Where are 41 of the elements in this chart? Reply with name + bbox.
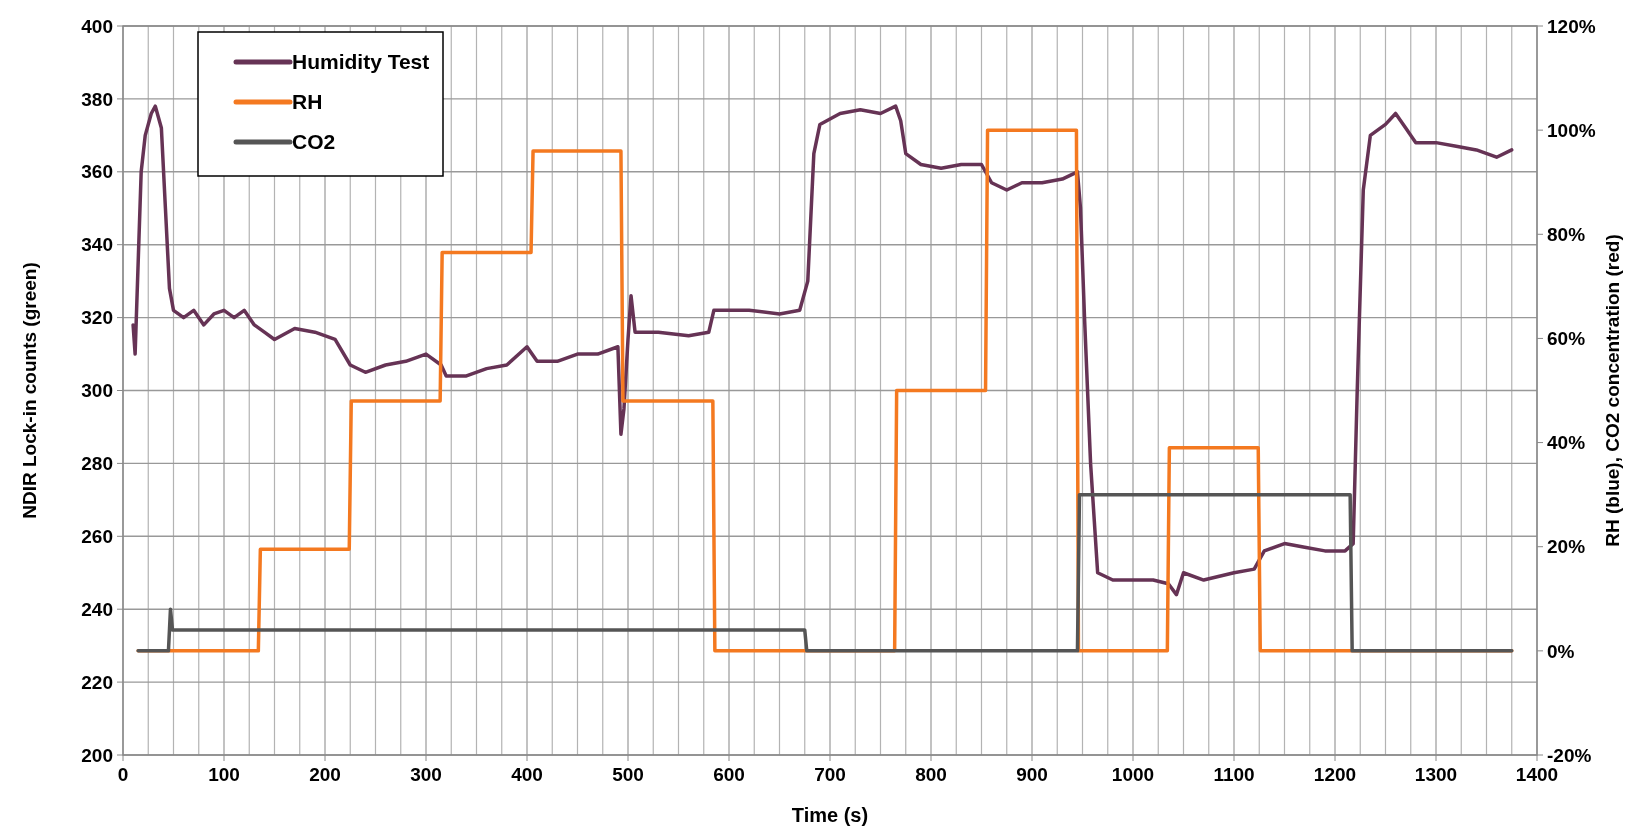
x-tick-label: 300 — [410, 764, 442, 785]
x-tick-label: 500 — [612, 764, 644, 785]
y2-axis-title: RH (blue), CO2 concentration (red) — [1602, 234, 1623, 547]
y-axis-title: NDIR Lock-in counts (green) — [19, 262, 40, 519]
x-tick-label: 600 — [713, 764, 745, 785]
x-tick-label: 0 — [117, 764, 129, 785]
x-tick-label: 1400 — [1515, 764, 1559, 785]
y-tick-label: 220 — [81, 671, 113, 693]
x-tick-label: 1100 — [1213, 764, 1255, 785]
y-tick-label: 320 — [81, 307, 113, 329]
y-tick-label: 380 — [81, 88, 113, 110]
x-tick-label: 700 — [814, 764, 846, 785]
legend-label: RH — [292, 90, 323, 114]
y2-tick-label: -20% — [1547, 744, 1592, 766]
x-tick-label: 900 — [1016, 764, 1048, 785]
y2-tick-label: 120% — [1547, 15, 1596, 37]
x-tick-label: 400 — [511, 764, 543, 785]
y-tick-label: 360 — [81, 161, 113, 183]
y-tick-label: 340 — [81, 234, 113, 256]
x-tick-label: 800 — [915, 764, 947, 785]
x-tick-label: 200 — [309, 764, 341, 785]
y2-tick-label: 20% — [1547, 536, 1586, 558]
y2-tick-label: 40% — [1547, 432, 1586, 454]
x-tick-label: 1300 — [1414, 764, 1458, 785]
y-tick-label: 300 — [81, 380, 113, 402]
legend-label: CO2 — [292, 130, 336, 154]
x-tick-label: 1200 — [1313, 764, 1357, 785]
y-tick-label: 240 — [81, 598, 113, 620]
y-tick-label: 200 — [81, 744, 113, 766]
x-tick-label: 100 — [208, 764, 240, 785]
y2-tick-label: 0% — [1547, 640, 1575, 662]
line-series — [136, 492, 1514, 653]
y-tick-label: 280 — [81, 453, 113, 475]
x-tick-label: 1000 — [1111, 764, 1155, 785]
legend-label: Humidity Test — [292, 50, 430, 74]
x-axis-title: Time (s) — [791, 804, 869, 826]
y2-tick-label: 60% — [1547, 328, 1586, 350]
y-tick-label: 260 — [81, 525, 113, 547]
y-tick-label: 400 — [81, 15, 113, 37]
y2-tick-label: 100% — [1547, 119, 1596, 141]
y2-tick-label: 80% — [1547, 223, 1586, 245]
